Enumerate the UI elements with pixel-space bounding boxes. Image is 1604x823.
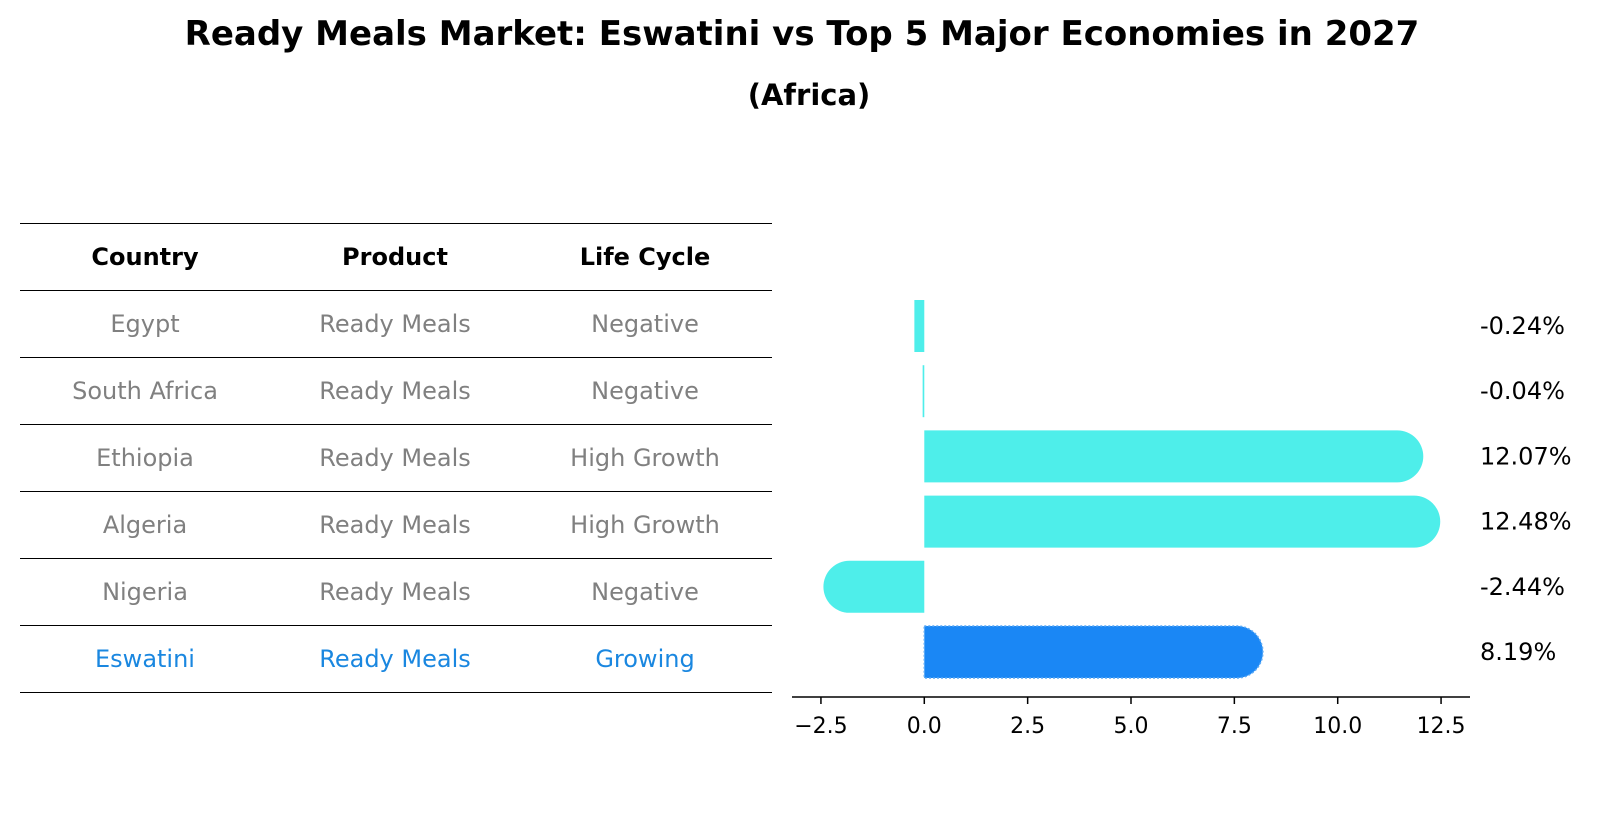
cell-life-cycle: High Growth [570,444,720,472]
bar-egypt [914,300,925,352]
cell-country: Ethiopia [96,444,194,472]
table-header-row: Country Product Life Cycle [20,223,772,290]
x-tick-label: 5.0 [1114,714,1149,739]
bar-ethiopia [924,430,1424,483]
cell-life-cycle: Negative [591,377,699,405]
table-row: Nigeria Ready Meals Negative [20,558,772,625]
cell-life-cycle: Negative [591,310,699,338]
cell-country: Algeria [102,511,188,539]
table-row: Ethiopia Ready Meals High Growth [20,424,772,491]
x-tick-label: −2.5 [794,714,847,739]
value-label-egypt: -0.24% [1480,312,1565,340]
x-tick-label: 10.0 [1313,714,1362,739]
cell-product: Ready Meals [319,578,471,606]
value-label-south-africa: -0.04% [1480,377,1565,405]
x-tick-label: 7.5 [1217,714,1252,739]
cell-product: Ready Meals [319,645,471,673]
cell-country: Egypt [110,310,180,338]
cell-product: Ready Meals [319,310,471,338]
table-row-highlight: Eswatini Ready Meals Growing [20,625,772,693]
cell-product: Ready Meals [319,444,471,472]
cell-life-cycle: Growing [595,645,695,673]
cell-country: South Africa [72,377,218,405]
x-tick-label: 0.0 [907,714,942,739]
cell-life-cycle: High Growth [570,511,720,539]
table-row: Algeria Ready Meals High Growth [20,491,772,558]
value-label-nigeria: -2.44% [1480,573,1565,601]
cell-life-cycle: Negative [591,578,699,606]
cell-product: Ready Meals [319,511,471,539]
table-row: Egypt Ready Meals Negative [20,290,772,357]
value-label-ethiopia: 12.07% [1480,442,1572,470]
chart-title: Ready Meals Market: Eswatini vs Top 5 Ma… [184,14,1420,54]
header-country: Country [91,243,199,271]
x-tick-label: 12.5 [1417,714,1466,739]
header-life-cycle: Life Cycle [579,243,711,271]
header-product: Product [342,243,448,271]
bar-south-africa [922,365,925,418]
bar-nigeria [823,560,925,613]
cell-product: Ready Meals [319,377,471,405]
bar-algeria [924,495,1441,548]
value-label-eswatini: 8.19% [1480,638,1556,666]
value-label-algeria: 12.48% [1480,508,1572,536]
table-row: South Africa Ready Meals Negative [20,357,772,424]
cell-country: Eswatini [95,645,195,673]
cell-country: Nigeria [102,578,188,606]
bar-eswatini [923,625,1264,679]
market-table: Country Product Life Cycle Egypt Ready M… [20,223,772,693]
x-tick-label: 2.5 [1010,714,1045,739]
chart-subtitle: (Africa) [747,78,871,112]
